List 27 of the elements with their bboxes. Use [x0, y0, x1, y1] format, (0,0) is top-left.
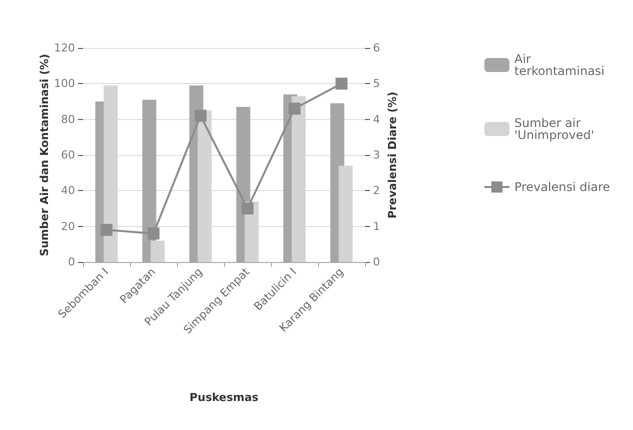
y-tick-label: 0 — [68, 256, 75, 268]
y2-tick-label: 4 — [373, 112, 380, 126]
y2-axis-title: Prevalensi Diare (%) — [386, 92, 399, 218]
legend-label: Air terkontaminasi — [514, 52, 605, 78]
y-tick-label: 80 — [61, 112, 75, 126]
y-tick-label: 20 — [61, 220, 75, 233]
point — [148, 227, 160, 240]
point — [288, 102, 300, 115]
y-tick-label: 60 — [61, 148, 75, 162]
y2-tick-label: 5 — [373, 77, 380, 90]
point — [242, 202, 254, 214]
point — [100, 224, 112, 236]
y2-tick-label: 0 — [373, 256, 380, 268]
point — [336, 78, 348, 90]
y-tick-label: 120 — [54, 42, 75, 54]
legend-label: Sumber air 'Unimproved' — [514, 116, 594, 142]
y-tick-label: 100 — [54, 77, 75, 90]
y-tick-label: 40 — [61, 184, 75, 198]
bar — [150, 240, 165, 262]
legend-label: Prevalensi diare — [514, 180, 610, 194]
y2-tick-label: 2 — [373, 184, 380, 198]
y2-tick-label: 6 — [373, 42, 380, 54]
point — [194, 110, 206, 122]
x-axis-title: Puskesmas — [190, 391, 259, 404]
y2-tick-label: 3 — [373, 148, 380, 162]
y2-tick-label: 1 — [373, 220, 380, 233]
y-axis-title: Sumber Air dan Kontaminasi (%) — [38, 54, 52, 256]
